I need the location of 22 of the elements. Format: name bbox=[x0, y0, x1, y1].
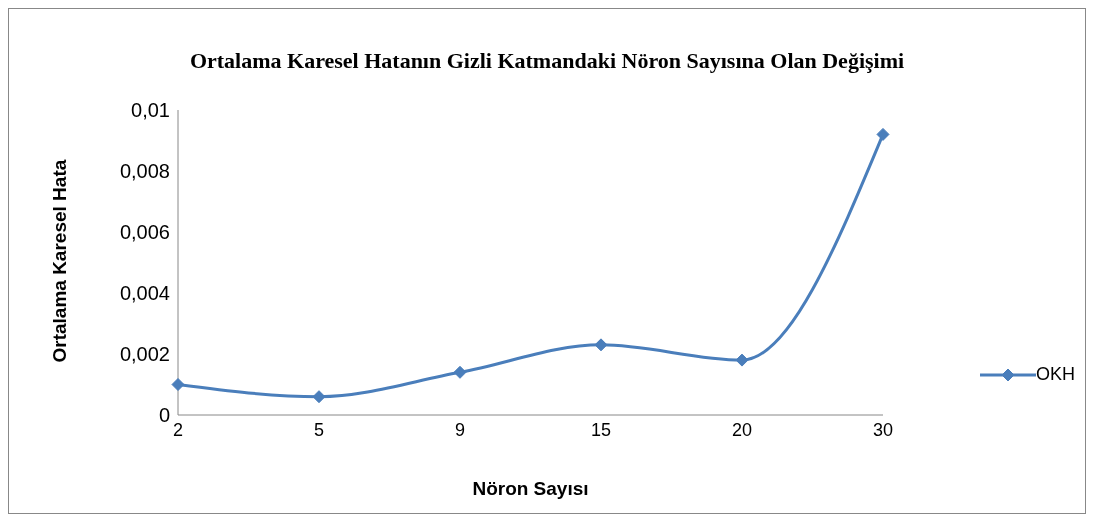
x-tick-label: 15 bbox=[590, 419, 612, 440]
point bbox=[312, 390, 326, 404]
chart-title: Ortalama Karesel Hatanın Gizli Katmandaki Nöron Sayısına Olan Değişimi bbox=[188, 47, 906, 75]
y-tick-label: 0 bbox=[158, 404, 170, 427]
y-tick-label: 0,008 bbox=[119, 160, 170, 183]
x-tick-label: 20 bbox=[731, 419, 752, 440]
x-tick-label: 30 bbox=[872, 419, 893, 440]
point bbox=[171, 378, 185, 391]
x-tick-label: 5 bbox=[313, 419, 324, 440]
legend-label: OKH bbox=[1035, 364, 1075, 385]
point bbox=[453, 365, 467, 379]
y-tick-label: 0,002 bbox=[119, 343, 170, 366]
y-tick-label: 0,006 bbox=[119, 221, 170, 244]
y-axis-title: Ortalama Karesel Hata bbox=[48, 159, 70, 363]
point bbox=[735, 353, 749, 367]
y-tick-label: 0,004 bbox=[119, 282, 170, 305]
x-tick-label: 9 bbox=[454, 419, 465, 440]
y-tick-label: 0,01 bbox=[131, 99, 170, 122]
point bbox=[876, 127, 890, 141]
x-tick-label: 2 bbox=[172, 419, 184, 440]
point bbox=[594, 338, 608, 352]
x-axis-title: Nöron Sayısı bbox=[472, 478, 589, 499]
